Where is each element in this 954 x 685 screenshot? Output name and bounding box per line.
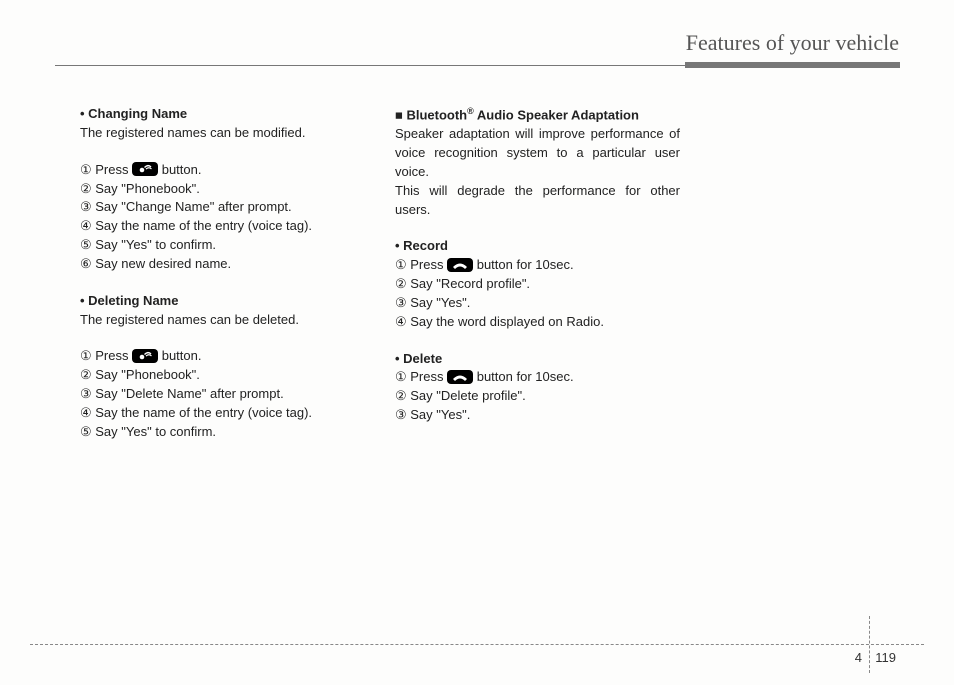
manual-page: Features of your vehicle • Changing Name… — [0, 0, 954, 685]
changing-name-head: • Changing Name — [80, 105, 365, 124]
record-step-1-pre: ① Press — [395, 257, 447, 272]
record-head: • Record — [395, 237, 680, 256]
deleting-step-2: ② Say "Phonebook". — [80, 366, 365, 385]
delete-step-1: ① Press button for 10sec. — [395, 368, 680, 387]
deleting-name-head: • Deleting Name — [80, 292, 365, 311]
changing-step-3: ③ Say "Change Name" after prompt. — [80, 198, 365, 217]
changing-step-6: ⑥ Say new desired name. — [80, 255, 365, 274]
footer-vertical-rule — [869, 616, 870, 673]
changing-step-4: ④ Say the name of the entry (voice tag). — [80, 217, 365, 236]
changing-step-2: ② Say "Phonebook". — [80, 180, 365, 199]
deleting-step-4: ④ Say the name of the entry (voice tag). — [80, 404, 365, 423]
delete-step-3: ③ Say "Yes". — [395, 406, 680, 425]
record-step-3: ③ Say "Yes". — [395, 294, 680, 313]
delete-head: • Delete — [395, 350, 680, 369]
column-right: ■ Bluetooth® Audio Speaker Adaptation Sp… — [395, 105, 680, 442]
deleting-step-1-pre: ① Press — [80, 348, 132, 363]
footer-rule — [30, 644, 924, 645]
delete-step-1-post: button for 10sec. — [473, 369, 573, 384]
bluetooth-title: ■ Bluetooth® Audio Speaker Adaptation — [395, 105, 680, 125]
changing-step-5: ⑤ Say "Yes" to confirm. — [80, 236, 365, 255]
delete-step-1-pre: ① Press — [395, 369, 447, 384]
section-number: 4 — [855, 650, 862, 665]
call-button-icon — [447, 370, 473, 384]
voice-button-icon — [132, 349, 158, 363]
voice-button-icon — [132, 162, 158, 176]
column-left: • Changing Name The registered names can… — [80, 105, 365, 442]
changing-step-1-pre: ① Press — [80, 162, 132, 177]
bluetooth-para2: This will degrade the performance for ot… — [395, 182, 680, 220]
bluetooth-title-post: Audio Speaker Adaptation — [474, 107, 639, 122]
record-step-2: ② Say "Record profile". — [395, 275, 680, 294]
record-step-4: ④ Say the word displayed on Radio. — [395, 313, 680, 332]
bluetooth-title-pre: ■ Bluetooth — [395, 107, 467, 122]
call-button-icon — [447, 258, 473, 272]
record-step-1: ① Press button for 10sec. — [395, 256, 680, 275]
delete-step-2: ② Say "Delete profile". — [395, 387, 680, 406]
deleting-name-para: The registered names can be deleted. — [80, 311, 365, 330]
content-columns: • Changing Name The registered names can… — [80, 105, 700, 442]
section-header: Features of your vehicle — [686, 30, 899, 56]
page-number: 119 — [875, 650, 896, 665]
changing-step-1-post: button. — [158, 162, 201, 177]
changing-step-1: ① Press button. — [80, 161, 365, 180]
deleting-step-5: ⑤ Say "Yes" to confirm. — [80, 423, 365, 442]
header-rule-thick — [685, 62, 900, 68]
record-step-1-post: button for 10sec. — [473, 257, 573, 272]
deleting-step-3: ③ Say "Delete Name" after prompt. — [80, 385, 365, 404]
registered-mark: ® — [467, 106, 474, 116]
header-rule-thin — [55, 65, 685, 66]
bluetooth-para1: Speaker adaptation will improve perform­… — [395, 125, 680, 182]
deleting-step-1: ① Press button. — [80, 347, 365, 366]
changing-name-para: The registered names can be modified. — [80, 124, 365, 143]
deleting-step-1-post: button. — [158, 348, 201, 363]
